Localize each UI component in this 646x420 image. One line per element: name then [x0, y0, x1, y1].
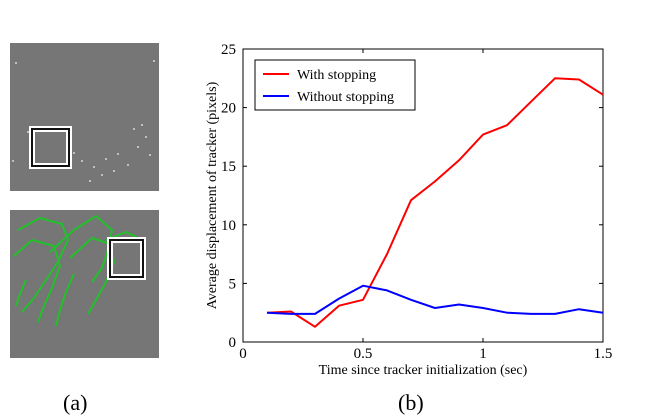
y-tick-label: 15	[221, 159, 236, 175]
y-tick-label: 0	[229, 335, 237, 351]
y-tick-label: 25	[221, 42, 236, 58]
tracking-frame-top	[10, 43, 159, 191]
feature-points	[12, 60, 155, 182]
caption-b: (b)	[398, 390, 424, 415]
legend-label: With stopping	[297, 68, 376, 83]
legend-label: Without stopping	[297, 90, 394, 105]
y-tick-label: 20	[221, 101, 236, 117]
tracking-frame-bottom-graphic	[10, 210, 159, 358]
tracker-box	[109, 239, 144, 278]
series-line-without-stopping	[266, 284, 604, 315]
plot-frame	[242, 48, 604, 343]
frame-background	[10, 210, 159, 358]
series-line-with-stopping	[266, 77, 604, 328]
y-tick-label: 10	[221, 218, 236, 234]
caption-a: (a)	[63, 390, 88, 415]
tracking-frame-bottom	[10, 210, 159, 358]
legend-box	[254, 59, 416, 111]
x-tick-label: 1	[479, 346, 487, 362]
y-tick-label: 5	[229, 276, 237, 292]
tracker-box	[31, 128, 70, 167]
x-tick-label: 1.5	[594, 346, 613, 362]
tracking-frame-top-graphic	[10, 43, 159, 191]
x-tick-label: 0	[239, 346, 247, 362]
y-axis-label: Average displacement of tracker (pixels)	[205, 81, 220, 309]
x-axis-label: Time since tracker initialization (sec)	[319, 363, 528, 378]
x-tick-label: 0.5	[354, 346, 373, 362]
